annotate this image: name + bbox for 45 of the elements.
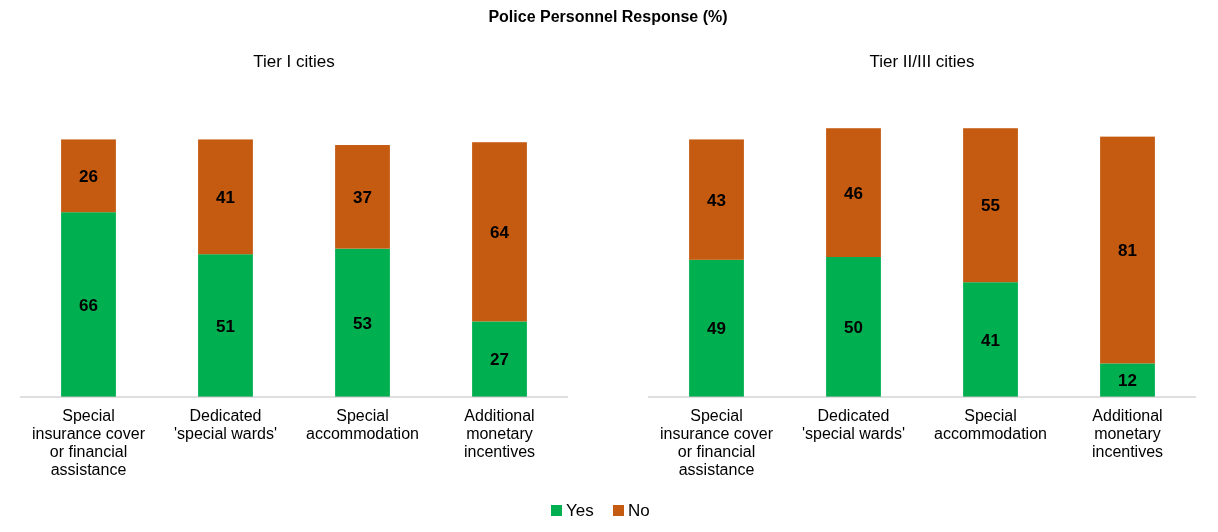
- data-label: 41: [981, 330, 1000, 350]
- x-tick-label: Dedicated 'special wards': [173, 407, 278, 442]
- x-tick-label: Special accommodation: [306, 407, 419, 442]
- bar: [689, 139, 744, 260]
- x-tick-label: Special accommodation: [934, 407, 1047, 442]
- bar: [335, 145, 390, 249]
- bar: [472, 142, 527, 322]
- legend-label: Yes: [566, 501, 594, 520]
- chart-subtitle: Tier II/III cities: [869, 52, 975, 71]
- bar: [826, 128, 881, 258]
- data-label: 26: [79, 166, 98, 186]
- bar: [198, 254, 253, 397]
- bar: [826, 257, 881, 397]
- bar: [963, 128, 1018, 283]
- data-label: 64: [490, 222, 510, 242]
- data-label: 27: [490, 350, 509, 370]
- bar: [61, 212, 116, 397]
- text: Police Personnel Response (%): [488, 8, 728, 25]
- bar: [1100, 363, 1155, 397]
- data-label: 81: [1118, 240, 1137, 260]
- x-tick-label: Additional monetary incentives: [463, 407, 536, 460]
- data-label: 50: [844, 317, 863, 337]
- x-tick-label: Additional monetary incentives: [1091, 407, 1164, 460]
- data-label: 51: [216, 316, 235, 336]
- bar: [198, 139, 253, 255]
- bar: [61, 139, 116, 213]
- data-label: 46: [844, 183, 863, 203]
- bar: [689, 259, 744, 397]
- data-label: 55: [981, 196, 1000, 216]
- data-label: 37: [353, 187, 372, 207]
- bar: [335, 248, 390, 397]
- bar: [963, 282, 1018, 397]
- data-label: 41: [216, 187, 235, 207]
- x-tick-label: Special insurance cover or financial assistance: [660, 407, 774, 478]
- data-label: 66: [79, 295, 98, 315]
- legend-label: No: [628, 501, 650, 520]
- bar: [1100, 136, 1155, 364]
- data-label: 49: [707, 319, 726, 339]
- data-label: 53: [353, 313, 372, 333]
- x-tick-label: Special insurance cover or financial assistance: [32, 407, 146, 478]
- data-label: 43: [707, 190, 726, 210]
- chart-subtitle: Tier I cities: [253, 52, 335, 71]
- bar: [472, 321, 527, 397]
- x-tick-label: Dedicated 'special wards': [801, 407, 906, 442]
- data-label: 12: [1118, 371, 1137, 391]
